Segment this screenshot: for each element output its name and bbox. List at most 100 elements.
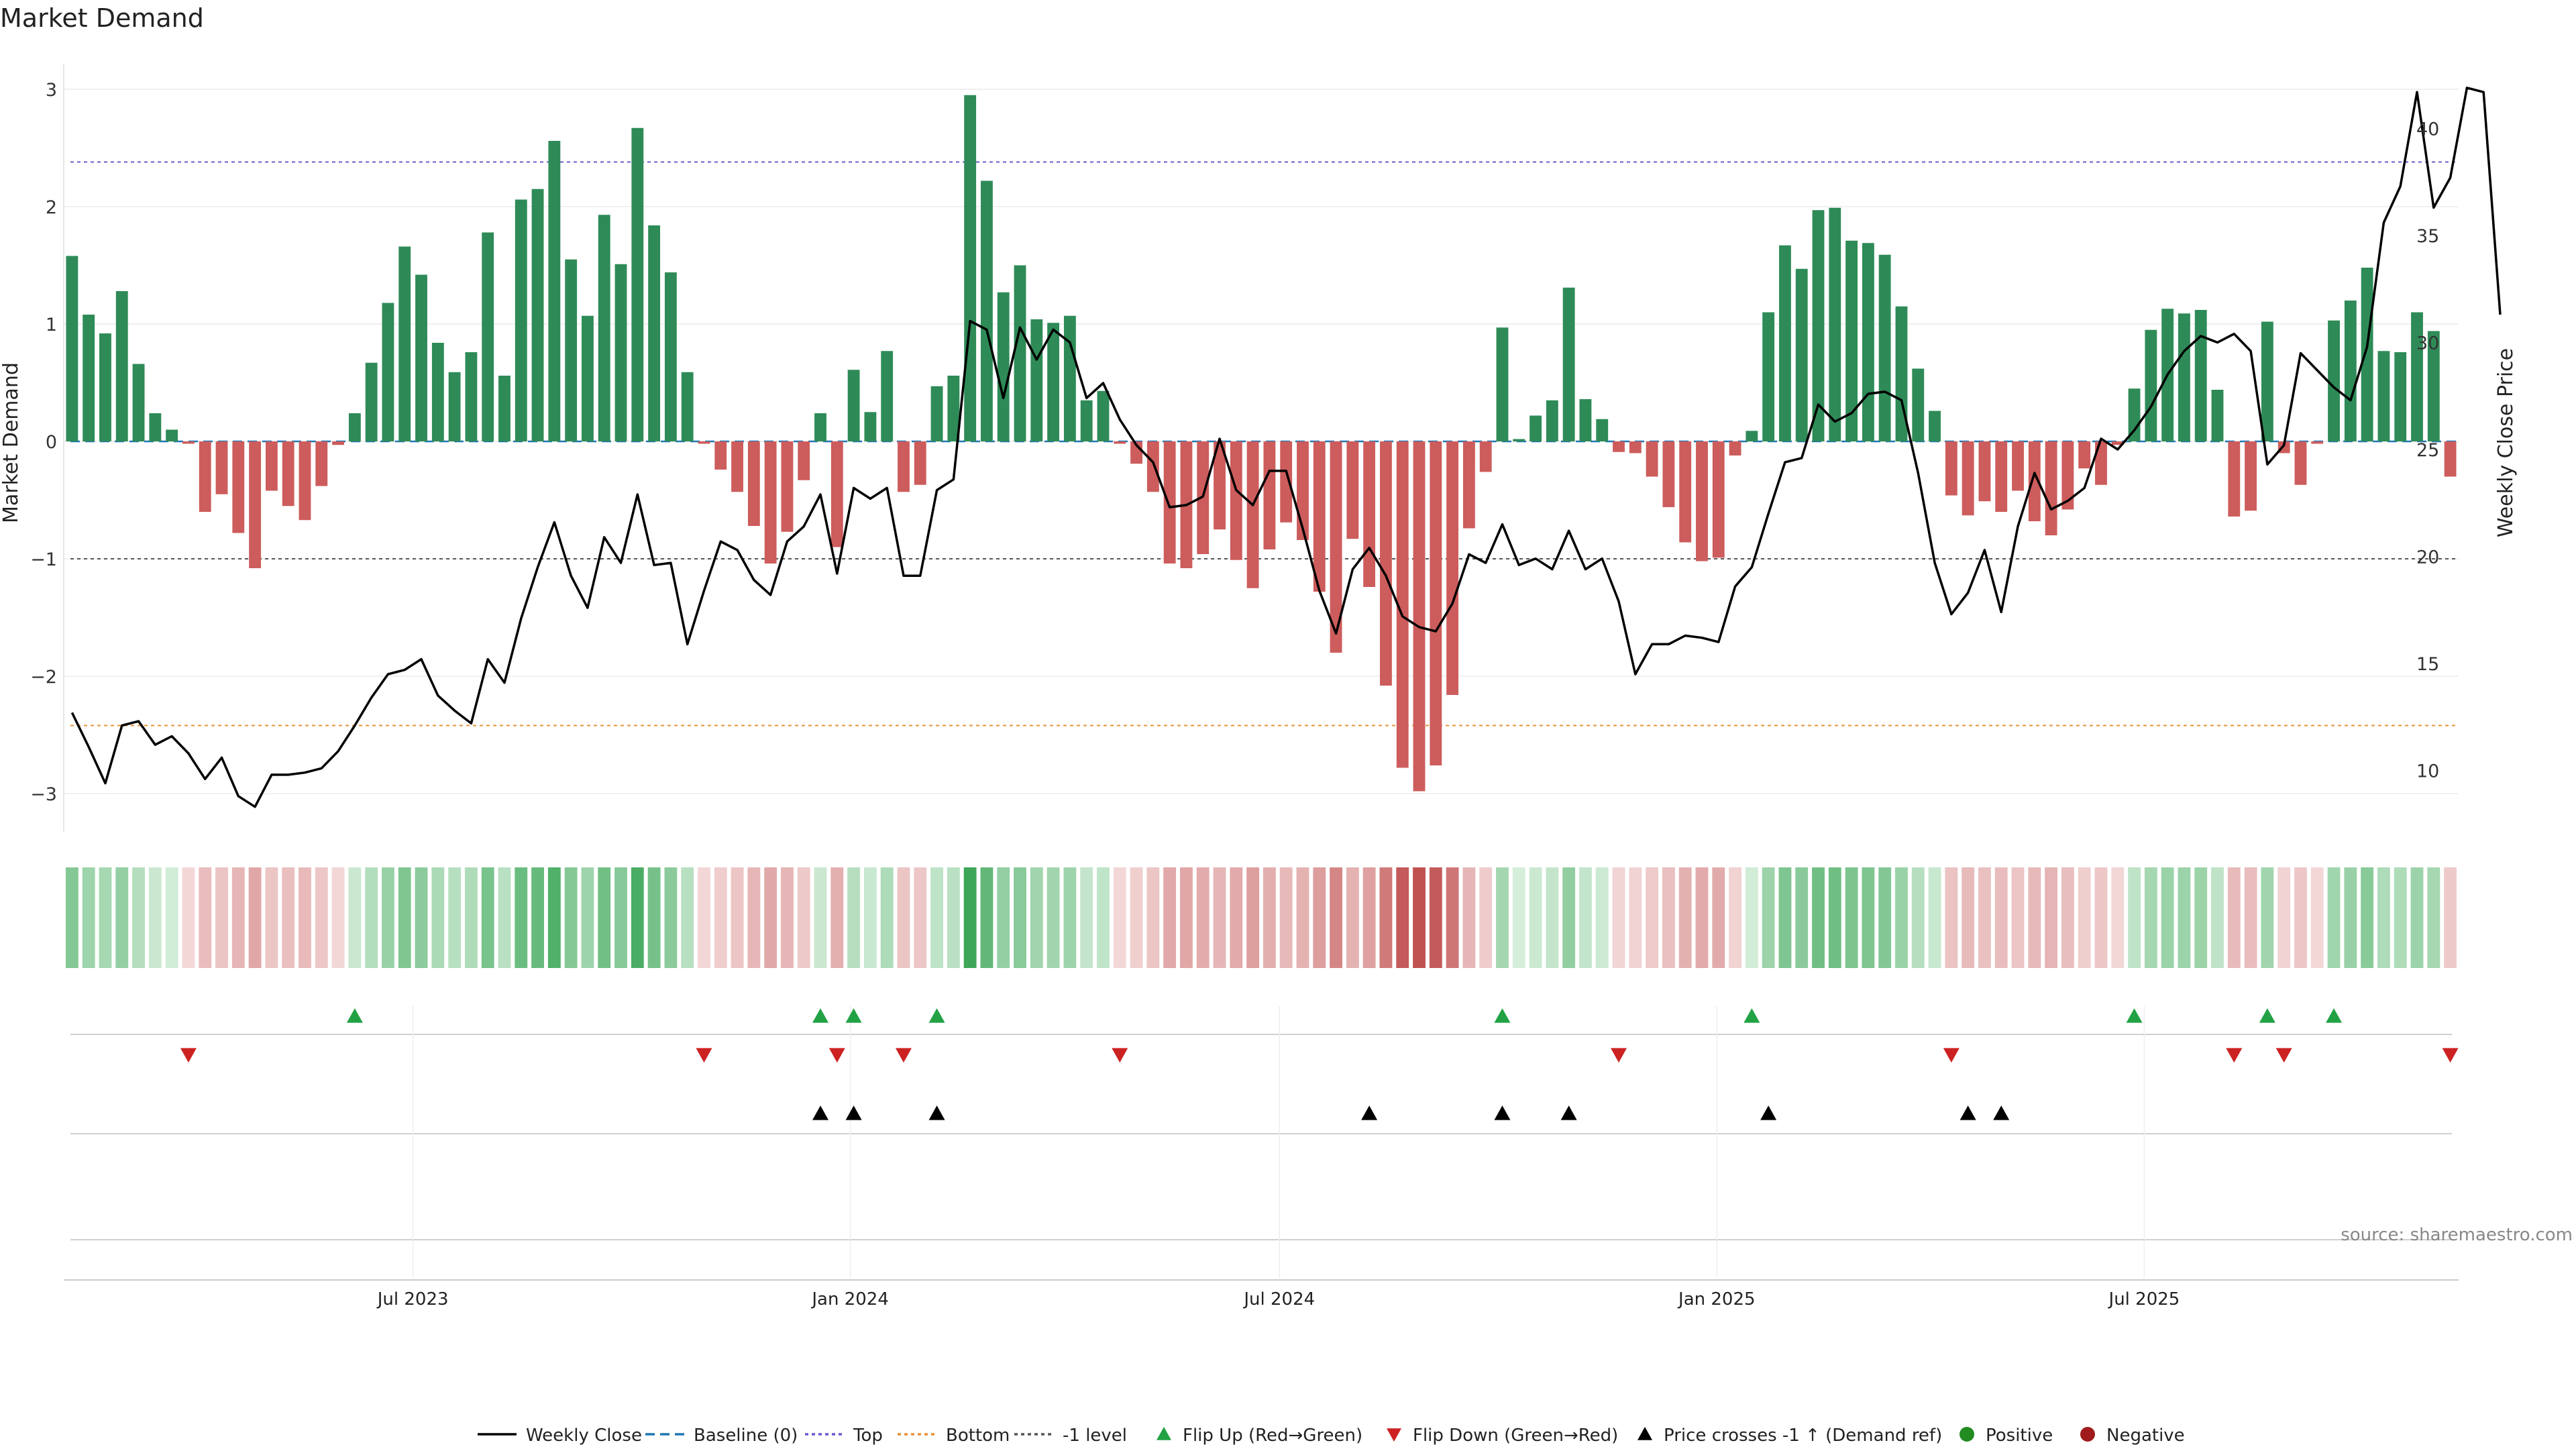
demand-bar [315, 441, 328, 486]
heat-cell [1895, 867, 1908, 968]
demand-bar [1413, 441, 1426, 792]
heat-cell [2028, 867, 2041, 968]
demand-bar [631, 127, 644, 441]
demand-bar [1712, 441, 1725, 558]
heat-cell [132, 867, 145, 968]
demand-bar [981, 180, 993, 441]
heat-cell [265, 867, 278, 968]
demand-bar [482, 232, 494, 441]
demand-bars [66, 95, 2457, 792]
demand-bar [1945, 441, 1957, 496]
demand-bar [1114, 441, 1126, 444]
flip-up-marker [928, 1008, 945, 1023]
demand-bar [1246, 441, 1259, 588]
flip-up-marker [1494, 1008, 1511, 1023]
y-tick-label: −3 [30, 784, 57, 805]
heat-cell [698, 867, 710, 968]
flip-down-marker [828, 1048, 845, 1063]
heat-cell [1263, 867, 1276, 968]
demand-bar [1679, 441, 1692, 543]
heat-cell [1196, 867, 1210, 968]
demand-bar [66, 256, 78, 441]
heat-cell [398, 867, 411, 968]
heat-cell [182, 867, 195, 968]
legend-swatch [1638, 1427, 1652, 1440]
heat-cell [1230, 867, 1243, 968]
demand-bar [2128, 388, 2141, 441]
heat-cell [1978, 867, 1991, 968]
source-label: source: sharemaestro.com [2341, 1225, 2573, 1245]
demand-bar [2178, 313, 2190, 441]
heat-cell [481, 867, 494, 968]
demand-bar [1280, 441, 1293, 523]
heat-cell [1795, 867, 1809, 968]
demand-bar [1895, 306, 1908, 441]
demand-bar [2095, 441, 2107, 485]
reference-lines [70, 161, 2459, 727]
legend-item-minus-one: -1 level [1014, 1426, 1127, 1446]
demand-bar [1146, 441, 1159, 492]
heat-cell [1579, 867, 1592, 968]
heat-cell [747, 867, 761, 968]
demand-bar [99, 333, 111, 441]
demand-bar [1063, 315, 1076, 441]
heat-cell [2310, 867, 2324, 968]
demand-bar [1562, 287, 1575, 441]
price-cross-marker [1560, 1106, 1577, 1120]
heat-cell [1962, 867, 1975, 968]
heat-cell [165, 867, 178, 968]
demand-bar [830, 441, 843, 547]
heat-cell [1462, 867, 1476, 968]
demand-bar [1047, 323, 1060, 441]
heat-cell [2128, 867, 2141, 968]
demand-bar [764, 441, 777, 564]
demand-bar [249, 441, 262, 568]
chart-title: Market Demand [0, 3, 204, 33]
demand-bar [2294, 441, 2307, 485]
heat-cell [631, 867, 644, 968]
heat-cell [1279, 867, 1293, 968]
heat-cell [1562, 867, 1576, 968]
demand-bar [1380, 441, 1392, 686]
heat-cell [1479, 867, 1493, 968]
demand-bar [115, 291, 128, 441]
demand-bar [930, 386, 943, 441]
heat-cell [531, 867, 544, 968]
heat-cell [1828, 867, 1841, 968]
heat-cell [1346, 867, 1359, 968]
demand-bar [598, 215, 610, 441]
heat-cell [1063, 867, 1077, 968]
demand-bar [1812, 210, 1825, 441]
heat-cell [2361, 867, 2374, 968]
y2-tick-label: 20 [2416, 547, 2439, 568]
heat-cell [1546, 867, 1559, 968]
demand-bar [648, 225, 661, 441]
demand-bar [548, 141, 561, 441]
heat-cell [382, 867, 394, 968]
heat-cell [2045, 867, 2058, 968]
demand-bar [914, 441, 926, 485]
demand-bar [348, 413, 361, 441]
demand-bar [2194, 310, 2207, 441]
demand-bar [947, 376, 960, 441]
legend-swatch [1387, 1428, 1401, 1442]
demand-bar [182, 441, 195, 444]
demand-bar [1829, 207, 1841, 441]
event-panels [64, 1006, 2459, 1281]
demand-bar [1462, 441, 1475, 529]
demand-bar [1729, 441, 1741, 455]
demand-bar [2377, 351, 2390, 441]
demand-bar [1613, 441, 1625, 452]
demand-bar [747, 441, 760, 526]
flip-up-marker [812, 1008, 829, 1023]
price-cross-marker [1993, 1106, 2010, 1120]
heat-cell [681, 867, 694, 968]
heat-cell [2427, 867, 2440, 968]
heat-cell [1629, 867, 1642, 968]
price-cross-marker [1960, 1106, 1976, 1120]
heat-cell [830, 867, 844, 968]
y-tick-label: 2 [46, 197, 57, 218]
legend: Weekly Close Baseline (0) Top Bottom -1 leve… [478, 1426, 2185, 1446]
demand-bar [232, 441, 245, 533]
demand-bar [2145, 329, 2157, 441]
